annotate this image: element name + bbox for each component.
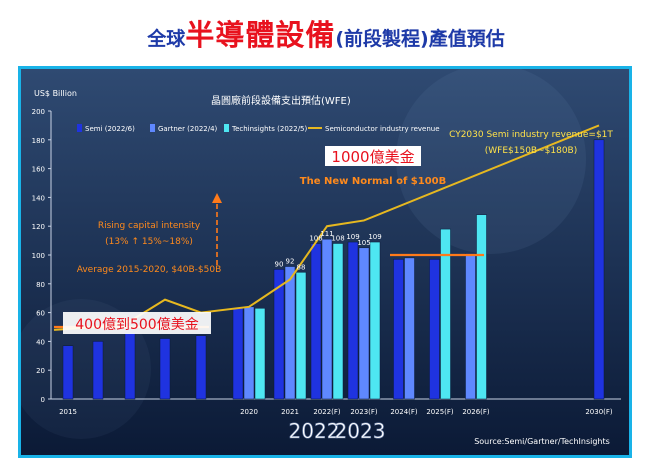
x-tick-label-2025: 2025(F) — [426, 408, 454, 416]
bar-2020-series-0 — [232, 308, 244, 400]
bar-2021-series-1 — [284, 266, 296, 400]
page-title-suffix: (前段製程)產值預估 — [335, 28, 505, 50]
page-title: 全球半導體設備(前段製程)產值預估 — [0, 12, 652, 54]
bar-2026-series-2 — [476, 214, 487, 400]
bar-2019-series-0 — [195, 335, 207, 400]
bar-value-label: 88 — [297, 263, 306, 271]
bar-value-label: 90 — [275, 260, 284, 268]
bar-2021-series-2 — [295, 272, 307, 400]
chart-frame: 0 20 40 60 80 100 120 140 160 180 200 90 92 88 108 111… — [18, 66, 632, 458]
bar-2023-series-0 — [347, 241, 359, 400]
legend-label-revenue: Semiconductor industry revenue — [325, 125, 440, 133]
bar-2026-series-1 — [465, 253, 476, 400]
bar-2022-series-2 — [332, 243, 344, 400]
page-title-prefix: 全球 — [147, 28, 186, 50]
bar-2023-series-2 — [369, 241, 381, 400]
bar-value-label: 109 — [368, 233, 381, 241]
forecast-1000-label: 1000億美金 — [331, 148, 414, 166]
x-tick-label-2023: 2023(F) — [350, 408, 378, 416]
source-label: Source:Semi/Gartner/TechInsights — [474, 437, 610, 446]
rising-arrow-head — [212, 193, 222, 203]
bar-2016-series-0 — [92, 341, 104, 400]
y-tick-label: 140 — [32, 194, 45, 202]
bar-2023-series-1 — [358, 247, 370, 400]
legend-swatch-series-2 — [224, 124, 229, 132]
legend-label-series-0: Semi (2022/6) — [85, 125, 135, 133]
cy2030-label: CY2030 Semi industry revenue=$1T — [449, 130, 613, 140]
bar-2022-series-1 — [321, 238, 333, 400]
legend-label-series-1: Gartner (2022/4) — [158, 125, 218, 133]
y-tick-label: 60 — [36, 310, 45, 318]
legend-label-series-2: Techinsights (2022/5) — [231, 125, 308, 133]
bar-2025-series-2 — [440, 228, 451, 400]
legend-swatch-series-0 — [77, 124, 82, 132]
new-normal-label: The New Normal of $100B — [300, 176, 446, 187]
x-tick-label-2024: 2024(F) — [390, 408, 418, 416]
background-decoration — [396, 69, 586, 254]
background-decoration — [21, 299, 151, 439]
bar-value-label: 108 — [331, 234, 344, 242]
bar-value-label: 92 — [286, 258, 295, 266]
y-tick-label: 20 — [36, 367, 45, 375]
x-tick-label-2020: 2020 — [240, 408, 258, 416]
legend-swatch-series-1 — [150, 124, 155, 132]
bar-2017-series-0 — [124, 332, 136, 400]
bar-2030-series-0 — [593, 139, 605, 400]
range-400-500-label: 400億到500億美金 — [75, 317, 198, 333]
y-tick-label: 180 — [32, 137, 45, 145]
bar-2018-series-0 — [159, 338, 171, 400]
x-tick-label-2030: 2030(F) — [585, 408, 613, 416]
x-tick-label-2021: 2021 — [281, 408, 299, 416]
y-tick-label: 120 — [32, 223, 45, 231]
x-tick-label-2026: 2026(F) — [462, 408, 490, 416]
bars — [62, 139, 605, 400]
big-year-2022: 2022 — [289, 419, 340, 443]
bar-value-label: 111 — [320, 230, 333, 238]
legend: Semi (2022/6) Gartner (2022/4) Techinsight… — [77, 124, 440, 133]
cy2030-wfe-label: (WFE$150B~$180B) — [485, 146, 577, 156]
bar-2022-series-0 — [310, 243, 322, 400]
average-label: Average 2015-2020, $40B-$50B — [77, 265, 222, 275]
bar-2015-series-0 — [62, 345, 74, 400]
x-tick-label-2015: 2015 — [59, 408, 77, 416]
y-tick-label: 0 — [41, 396, 45, 404]
rising-intensity-label: Rising capital intensity — [98, 221, 201, 231]
bar-value-label: 105 — [357, 239, 370, 247]
y-tick-label: 100 — [32, 252, 45, 260]
y-axis-label: US$ Billion — [34, 89, 77, 98]
bar-2024-series-1 — [404, 257, 415, 400]
range-400-500-box — [63, 312, 211, 334]
bar-value-label: 108 — [309, 234, 322, 242]
bar-2020-series-2 — [254, 308, 266, 400]
y-tick-label: 200 — [32, 108, 45, 116]
page-title-highlight: 半導體設備 — [185, 18, 336, 52]
bar-2025-series-0 — [429, 259, 440, 400]
y-tick-label: 80 — [36, 281, 45, 289]
bar-2020-series-1 — [243, 306, 255, 400]
x-tick-label-2022: 2022(F) — [313, 408, 341, 416]
bar-value-label: 109 — [346, 233, 359, 241]
y-tick-label: 160 — [32, 166, 45, 174]
bar-2024-series-0 — [393, 259, 404, 400]
y-tick-label: 40 — [36, 338, 45, 346]
forecast-1000-box — [325, 146, 421, 166]
x-tick-labels: 2015 2020 2021 2022(F) 2023(F) 2024(F) 2025(F)… — [59, 408, 613, 416]
big-year-2023: 2023 — [335, 419, 386, 443]
chart-title: 晶圓廠前段設備支出預估(WFE) — [211, 94, 351, 107]
bar-2021-series-0 — [273, 269, 285, 400]
rising-intensity-range: (13% ↑ 15%~18%) — [105, 237, 193, 247]
